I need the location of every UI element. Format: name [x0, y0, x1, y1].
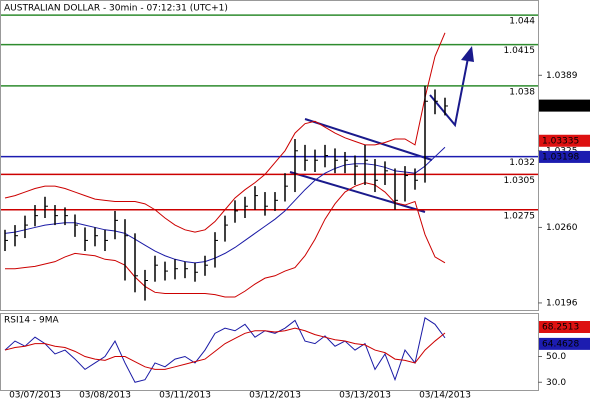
price-marker	[539, 134, 590, 147]
y-tick-label: 1.0196	[546, 298, 578, 308]
x-tick-label: 03/13/2013	[339, 391, 391, 400]
price-marker-label: 1.03633	[542, 101, 579, 111]
level-label: 1.044	[509, 17, 535, 27]
price-marker-label: 1.03198	[542, 152, 579, 162]
price-panel	[0, 0, 539, 311]
trendline	[289, 171, 426, 213]
price-marker	[539, 337, 590, 350]
level-label: 1.032	[509, 158, 535, 168]
bollinger-upper	[4, 32, 446, 233]
x-tick-label: 03/14/2013	[419, 391, 471, 400]
moving-average	[4, 146, 446, 264]
level-label: 1.0415	[504, 46, 536, 56]
chart-title: AUSTRALIAN DOLLAR - 30min - 07:12:31 (UT…	[4, 4, 228, 14]
y-tick-label: 1.0260	[546, 223, 578, 233]
price-marker	[539, 150, 590, 163]
x-tick-label: 03/07/2013	[9, 391, 61, 400]
y-tick-label: 1.0389	[546, 71, 578, 81]
indicator-line	[4, 327, 446, 370]
level-label: 1.0275	[504, 211, 536, 221]
arrow-head	[461, 46, 474, 62]
rsi-title: RSI14 - 9MA	[4, 316, 60, 326]
indicator-line	[4, 317, 446, 383]
bollinger-lower	[5, 182, 446, 298]
x-tick-label: 03/12/2013	[249, 391, 301, 400]
price-marker	[539, 320, 590, 333]
trendline	[304, 118, 433, 161]
price-marker-label: 1.03335	[542, 136, 579, 146]
price-marker-label: 68.2513	[542, 322, 579, 332]
rsi-panel	[0, 313, 539, 391]
x-tick-label: 03/11/2013	[159, 391, 211, 400]
level-label: 1.0305	[504, 176, 536, 186]
y-tick-label: 50.0	[546, 352, 566, 362]
forecast-arrow	[429, 57, 469, 128]
price-marker-label: 64.4628	[542, 339, 579, 349]
level-label: 1.038	[509, 87, 535, 97]
price-marker	[539, 99, 590, 112]
y-tick-label: 30.0	[546, 378, 566, 388]
x-tick-label: 03/08/2013	[79, 391, 131, 400]
trend-annotations	[289, 46, 474, 213]
